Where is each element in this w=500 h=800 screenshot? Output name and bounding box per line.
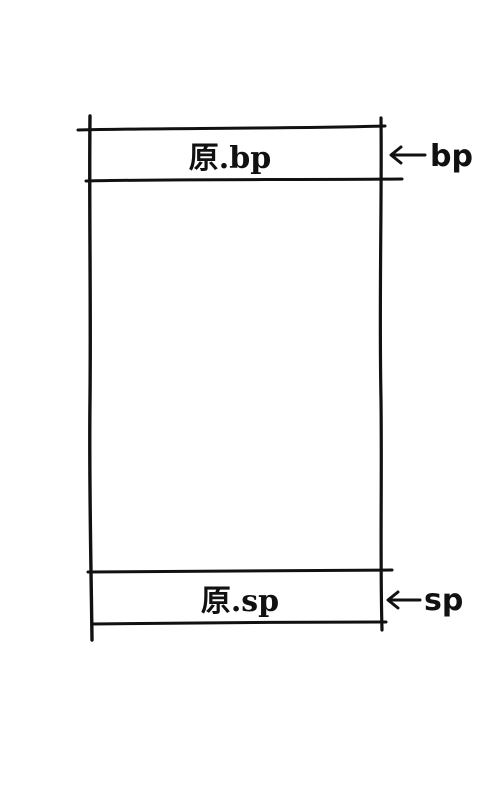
bp-arrow-head (389, 145, 403, 165)
sp-pointer: sp (386, 583, 463, 618)
sp-arrow-head (386, 590, 400, 610)
top-cell-top-line (76, 124, 387, 132)
frame-left-edge (88, 114, 94, 642)
bp-pointer-label: bp (430, 139, 473, 174)
bp-pointer: bp (389, 139, 473, 174)
bottom-cell-top-line (86, 568, 394, 574)
frame-right-edge (378, 116, 384, 632)
bottom-cell-bottom-line (90, 620, 388, 626)
top-cell: 原.bp (76, 124, 404, 183)
top-cell-bottom-line (84, 177, 404, 183)
bottom-cell: 原.sp (86, 568, 394, 626)
stack-frame (88, 114, 384, 642)
sp-pointer-label: sp (424, 583, 463, 618)
bottom-cell-label: 原.sp (201, 584, 279, 619)
top-cell-label: 原.bp (189, 141, 271, 176)
